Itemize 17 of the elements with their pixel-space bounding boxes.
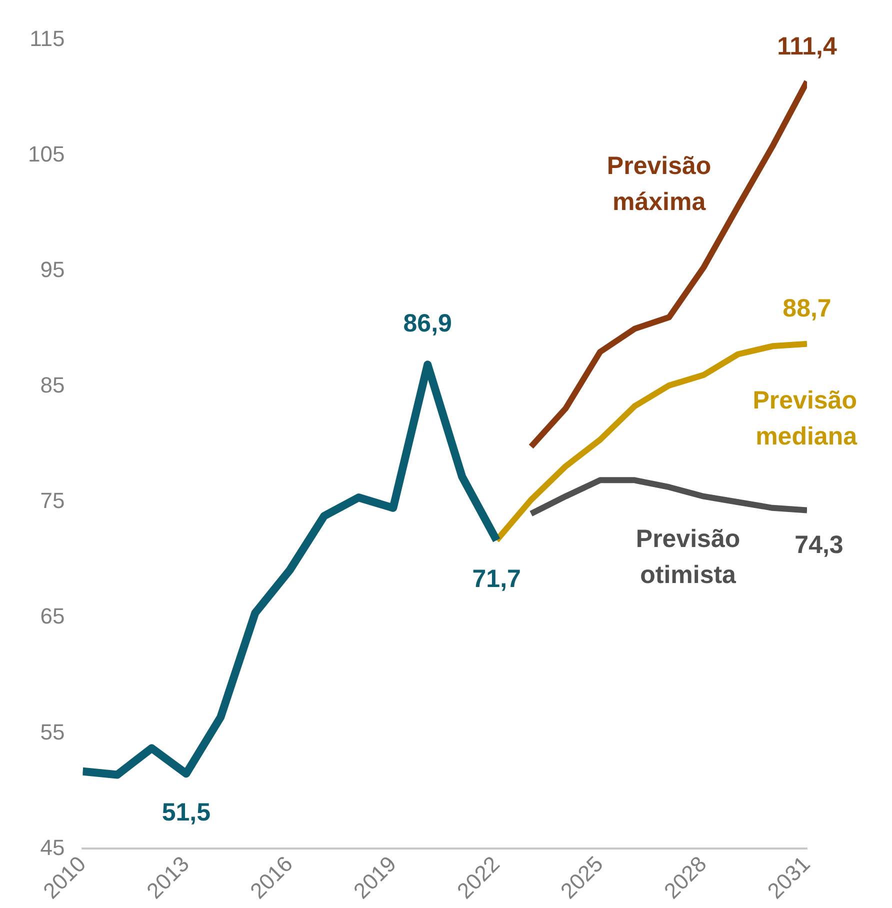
series-label: Previsão otimista [636, 525, 740, 590]
y-tick-label: 65 [40, 604, 65, 629]
data-label: 74,3 [794, 531, 844, 560]
data-label: 51,5 [162, 798, 211, 827]
y-tick-label: 115 [30, 26, 65, 52]
y-tick-label: 105 [28, 142, 65, 167]
data-label: 86,9 [403, 310, 452, 338]
y-tick-label: 85 [40, 372, 65, 398]
y-tick-label: 75 [40, 488, 65, 514]
data-label: 88,7 [782, 294, 832, 323]
y-tick-label: 95 [40, 257, 65, 282]
data-label: 111,4 [777, 32, 837, 60]
series-label: Previsão máxima [606, 152, 712, 216]
series-label: Previsão mediana [752, 386, 858, 451]
y-tick-label: 55 [40, 719, 65, 744]
data-label: 71,7 [472, 565, 521, 594]
y-tick-label: 45 [40, 834, 65, 860]
